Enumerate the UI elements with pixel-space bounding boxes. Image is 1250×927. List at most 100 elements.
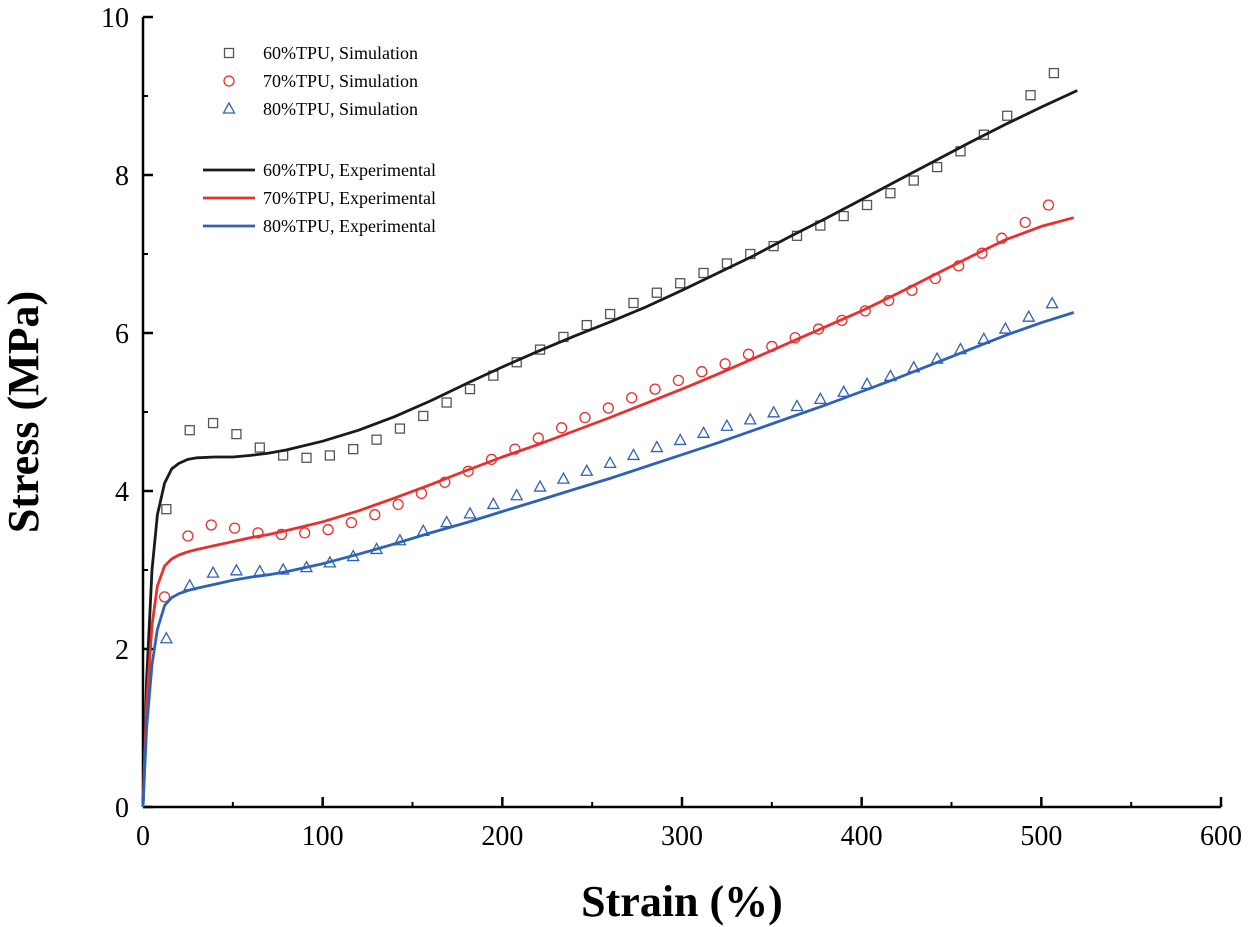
x-tick-label: 100 bbox=[302, 821, 344, 852]
data-point bbox=[463, 506, 477, 519]
data-point bbox=[696, 366, 708, 378]
data-point bbox=[790, 399, 804, 412]
data-point bbox=[418, 410, 429, 422]
legend-item-5: 80%TPU, Experimental bbox=[203, 216, 436, 236]
data-point bbox=[392, 498, 404, 511]
data-point bbox=[441, 397, 452, 408]
data-point bbox=[464, 383, 476, 395]
data-point bbox=[998, 321, 1012, 334]
data-point bbox=[651, 287, 662, 298]
y-tick-label: 4 bbox=[115, 477, 129, 508]
data-point bbox=[1002, 110, 1013, 121]
data-point bbox=[673, 433, 687, 446]
series-layer bbox=[141, 67, 1078, 808]
data-point bbox=[322, 524, 334, 536]
x-tick-label: 400 bbox=[841, 821, 883, 852]
data-point bbox=[184, 425, 195, 436]
data-point bbox=[393, 533, 407, 546]
plot-area bbox=[141, 17, 1221, 809]
data-point bbox=[813, 392, 827, 405]
x-tick-label: 600 bbox=[1200, 821, 1242, 852]
y-tick-label: 0 bbox=[115, 793, 129, 824]
legend-item-4: 70%TPU, Experimental bbox=[203, 188, 436, 208]
legend-item-3: 60%TPU, Experimental bbox=[203, 160, 436, 180]
data-point bbox=[838, 210, 849, 222]
data-point bbox=[228, 522, 241, 534]
data-point bbox=[1022, 309, 1036, 322]
data-point bbox=[509, 443, 521, 455]
data-point bbox=[371, 434, 382, 445]
data-point bbox=[720, 418, 734, 431]
series-line bbox=[141, 216, 1075, 808]
data-point bbox=[299, 527, 311, 539]
data-point bbox=[602, 402, 614, 414]
data-point bbox=[440, 515, 454, 528]
data-point bbox=[743, 412, 757, 425]
y-tick-label: 10 bbox=[101, 3, 129, 34]
y-tick-label: 2 bbox=[115, 635, 129, 666]
legend-label: 60%TPU, Experimental bbox=[263, 160, 436, 180]
series-line bbox=[141, 311, 1075, 808]
data-point bbox=[603, 456, 617, 469]
data-point bbox=[1019, 216, 1031, 229]
data-point bbox=[229, 563, 244, 576]
x-tick-label: 200 bbox=[481, 821, 523, 852]
data-point bbox=[767, 405, 781, 418]
data-point bbox=[532, 432, 544, 444]
data-point bbox=[275, 528, 287, 541]
data-point bbox=[369, 509, 381, 521]
data-point bbox=[348, 443, 359, 455]
data-point bbox=[555, 422, 568, 434]
y-axis-title: Stress (MPa) bbox=[0, 291, 48, 533]
data-point bbox=[324, 450, 336, 461]
legend-marker bbox=[223, 47, 235, 59]
data-point bbox=[159, 631, 173, 644]
data-point bbox=[207, 417, 219, 429]
legend-label: 80%TPU, Experimental bbox=[263, 216, 436, 236]
data-point bbox=[698, 267, 709, 279]
legend-marker bbox=[222, 101, 236, 114]
data-point bbox=[345, 516, 358, 529]
data-point bbox=[486, 497, 500, 510]
legend-marker bbox=[223, 75, 235, 87]
data-point bbox=[649, 383, 661, 395]
x-axis: 0 100 200 300 400 500 600 bbox=[136, 797, 1242, 852]
data-point bbox=[206, 565, 220, 578]
data-point bbox=[978, 129, 989, 140]
legend-label: 60%TPU, Simulation bbox=[263, 43, 418, 63]
legend-item-2: 80%TPU, Simulation bbox=[222, 99, 418, 119]
data-point bbox=[626, 392, 638, 404]
series-3 bbox=[141, 89, 1078, 808]
data-point bbox=[301, 452, 312, 463]
data-point bbox=[719, 358, 731, 370]
data-point bbox=[161, 504, 172, 515]
data-point bbox=[650, 440, 664, 453]
data-point bbox=[556, 471, 571, 484]
data-point bbox=[837, 384, 851, 397]
data-point bbox=[158, 591, 171, 603]
data-point bbox=[908, 175, 919, 186]
data-point bbox=[231, 428, 242, 440]
legend-label: 70%TPU, Experimental bbox=[263, 188, 436, 208]
x-axis-title: Strain (%) bbox=[581, 877, 783, 926]
data-point bbox=[861, 199, 873, 211]
data-point bbox=[580, 463, 594, 476]
data-point bbox=[1045, 296, 1059, 309]
legend-label: 70%TPU, Simulation bbox=[263, 71, 418, 91]
series-4 bbox=[141, 216, 1075, 808]
legend-item-0: 60%TPU, Simulation bbox=[223, 43, 418, 63]
data-point bbox=[1048, 67, 1060, 79]
data-point bbox=[182, 530, 194, 542]
data-point bbox=[581, 319, 592, 331]
data-point bbox=[1025, 90, 1036, 101]
data-point bbox=[394, 423, 406, 434]
data-point bbox=[533, 479, 547, 492]
data-point bbox=[626, 448, 641, 461]
data-point bbox=[604, 308, 616, 320]
data-point bbox=[254, 442, 265, 453]
data-point bbox=[205, 519, 217, 531]
data-point bbox=[885, 188, 896, 199]
x-tick-label: 300 bbox=[661, 821, 703, 852]
x-tick-label: 0 bbox=[136, 821, 150, 852]
x-tick-label: 500 bbox=[1020, 821, 1062, 852]
